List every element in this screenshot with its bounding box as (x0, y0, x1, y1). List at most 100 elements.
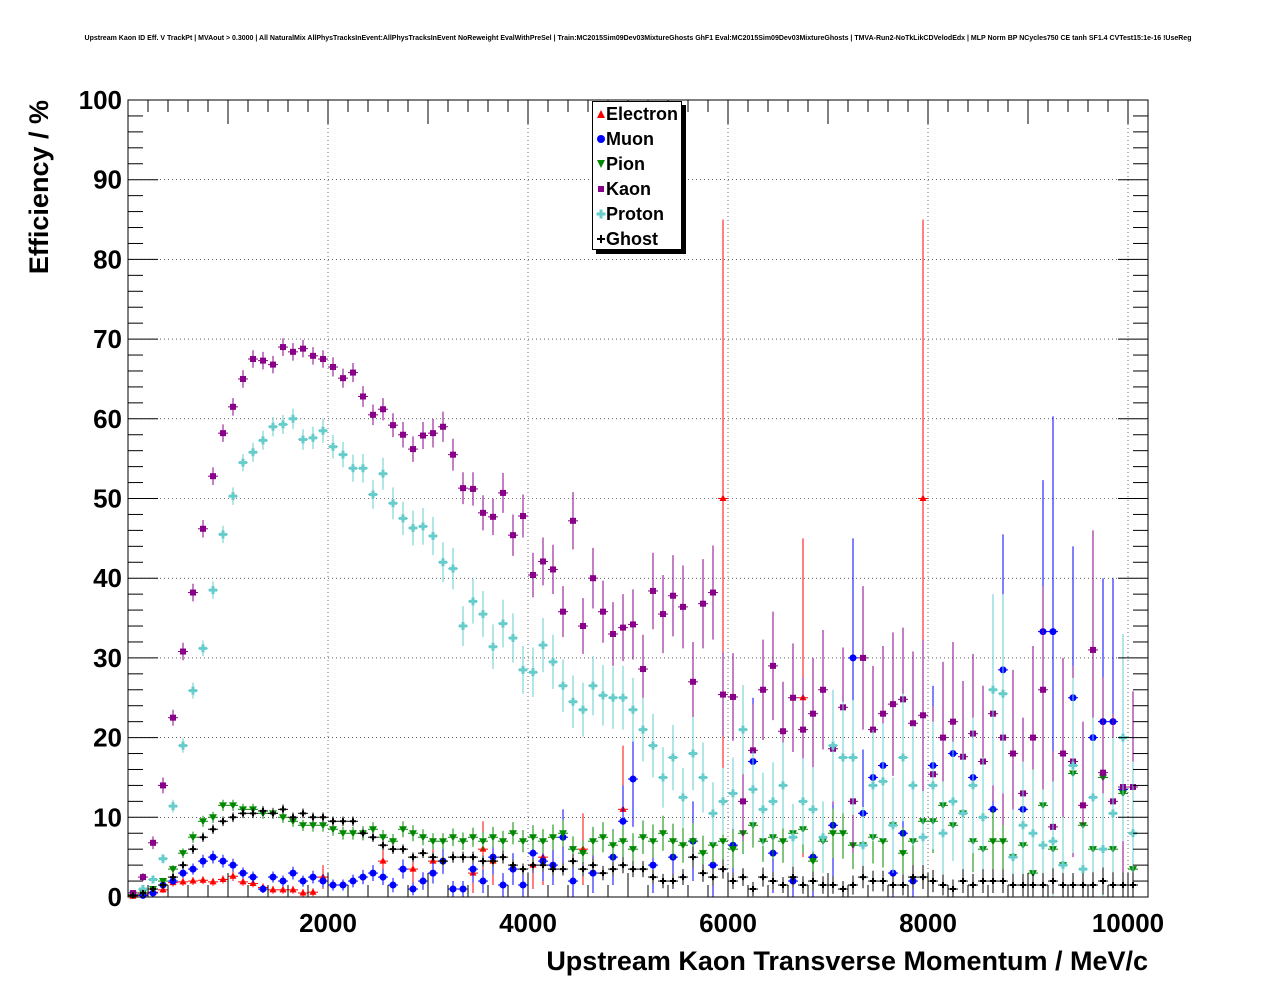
data-point (409, 830, 417, 838)
data-point (229, 802, 237, 810)
data-point (650, 874, 656, 881)
data-point (950, 886, 956, 893)
data-point (409, 885, 417, 893)
data-point (379, 469, 387, 478)
legend: Electron Muon Pion Kaon Proton Ghost (592, 101, 682, 250)
x-tick-label: 2000 (299, 908, 357, 938)
y-tick-label: 0 (108, 882, 122, 912)
data-point (779, 781, 787, 790)
data-point (940, 882, 946, 889)
data-point (559, 681, 567, 690)
data-point (880, 710, 886, 717)
data-point (720, 691, 726, 698)
data-point (939, 829, 947, 838)
data-point (800, 882, 806, 889)
data-point (160, 882, 166, 889)
data-point (519, 881, 527, 889)
data-point (1069, 761, 1077, 770)
data-point (159, 885, 167, 893)
data-point (240, 810, 246, 817)
data-point (419, 877, 427, 885)
data-point (779, 838, 787, 846)
data-point (1080, 882, 1086, 889)
data-point (700, 870, 706, 877)
data-point (790, 694, 796, 701)
data-point (1109, 809, 1117, 818)
data-point (580, 623, 586, 630)
data-point (470, 485, 476, 492)
data-point (330, 363, 336, 370)
data-point (250, 356, 256, 363)
data-point (899, 850, 907, 858)
data-point (250, 810, 256, 817)
data-point (190, 589, 196, 596)
data-point (460, 854, 466, 861)
y-axis-label: Efficiency / % (24, 100, 54, 274)
data-point (690, 678, 696, 685)
data-point (650, 587, 656, 594)
data-point (569, 697, 577, 706)
data-point (719, 838, 727, 846)
legend-item-ghost: Ghost (593, 227, 681, 252)
data-point (269, 885, 277, 893)
data-point (819, 833, 827, 842)
legend-label-electron: Electron (606, 104, 679, 124)
data-point (430, 430, 436, 437)
data-point (1079, 865, 1087, 874)
data-point (479, 838, 487, 846)
axis-ticks (127, 99, 1149, 898)
data-point (249, 879, 257, 886)
data-point (690, 854, 696, 861)
data-point (759, 805, 767, 814)
data-point (729, 789, 737, 798)
data-point (879, 838, 887, 846)
data-point (910, 720, 916, 727)
data-point (590, 862, 596, 869)
data-point (510, 532, 516, 539)
y-tick-label: 90 (93, 165, 122, 195)
data-point (539, 641, 547, 650)
data-point (1130, 882, 1136, 889)
data-point (880, 878, 886, 885)
data-point (560, 866, 566, 873)
data-point (829, 741, 837, 750)
data-point (569, 877, 577, 885)
data-point (599, 691, 607, 700)
data-point (190, 846, 196, 853)
data-point (760, 874, 766, 881)
data-point (219, 857, 227, 865)
data-point (1010, 882, 1016, 889)
data-point (499, 881, 507, 889)
series-ghost (128, 804, 1138, 899)
data-point (859, 841, 867, 850)
data-point (380, 406, 386, 413)
data-point (1040, 686, 1046, 693)
data-point (780, 882, 786, 889)
data-point (870, 878, 876, 885)
data-point (1120, 882, 1126, 889)
data-point (399, 514, 407, 523)
data-point (429, 869, 437, 877)
data-point (549, 657, 557, 666)
data-point (199, 857, 207, 865)
data-point (619, 817, 627, 825)
data-point (860, 654, 866, 661)
data-point (179, 869, 187, 877)
data-point (1040, 882, 1046, 889)
data-point (839, 830, 847, 838)
data-point (890, 701, 896, 708)
data-point (329, 881, 337, 889)
data-point (430, 854, 436, 861)
data-point (260, 357, 266, 364)
data-point (1099, 845, 1107, 854)
data-point (419, 834, 427, 842)
legend-item-electron: Electron (593, 102, 681, 127)
data-point (649, 741, 657, 750)
data-point (259, 436, 267, 445)
data-point (259, 885, 267, 893)
data-point (169, 802, 177, 811)
data-point (689, 838, 697, 846)
data-point (189, 877, 197, 884)
data-point (299, 877, 307, 885)
data-point (950, 718, 956, 725)
